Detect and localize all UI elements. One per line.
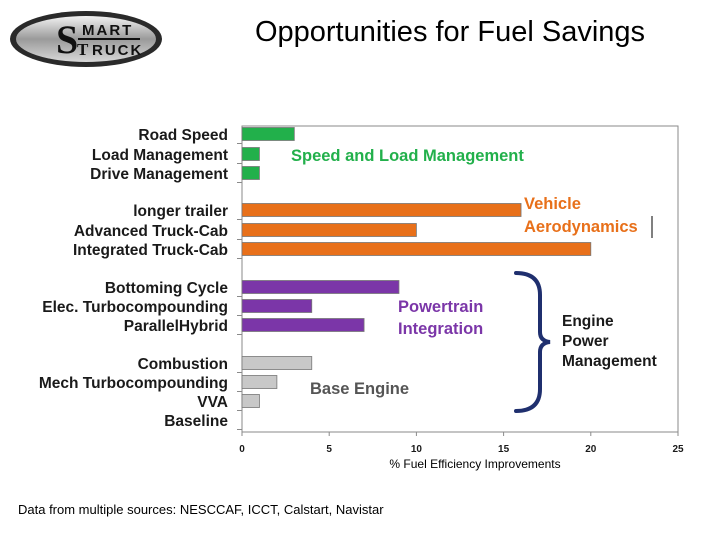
category-label: Baseline: [164, 413, 228, 430]
bar-advanced-truck-cab: [241, 223, 417, 237]
category-label: Combustion: [138, 356, 228, 373]
bar-parallelhybrid: [241, 318, 365, 332]
category-label: ParallelHybrid: [124, 318, 228, 335]
x-tick-label: 25: [672, 444, 684, 455]
bar-load-management: [241, 147, 260, 161]
annotation-vehicle: Vehicle: [524, 195, 581, 213]
category-label: Elec. Turbocompounding: [42, 299, 228, 316]
annotation-aerodynamics: Aerodynamics: [524, 218, 638, 236]
smart-truck-logo: S MART T RUCK: [10, 11, 162, 67]
logo-text-mart: MART: [82, 22, 133, 39]
bar-road-speed: [241, 127, 295, 141]
x-tick-label: 15: [498, 444, 510, 455]
category-label: Integrated Truck-Cab: [73, 242, 228, 259]
x-tick-label: 5: [326, 444, 332, 455]
page-title: Opportunities for Fuel Savings: [254, 16, 646, 48]
annotation-management: Management: [562, 353, 657, 370]
category-label: VVA: [197, 394, 228, 411]
category-label: Drive Management: [90, 166, 228, 183]
fuel-savings-chart: Road Speed Load Management Drive Managemen…: [39, 125, 684, 455]
annotation-engine: Engine: [562, 313, 614, 330]
logo-letter-t: T: [77, 40, 89, 59]
category-label: Bottoming Cycle: [105, 280, 229, 297]
x-tick-label: 10: [411, 444, 423, 455]
bar-integrated-truck-cab: [241, 242, 592, 256]
bar-longer-trailer: [241, 203, 522, 217]
bar-vva: [241, 394, 260, 408]
logo-letter-s: S: [56, 17, 78, 62]
category-label: Mech Turbocompounding: [39, 375, 228, 392]
category-label: Load Management: [92, 147, 228, 164]
x-tick-label: 20: [585, 444, 597, 455]
x-axis-label: % Fuel Efficiency Improvements: [389, 457, 561, 471]
bar-drive-management: [241, 166, 260, 180]
category-label: longer trailer: [133, 203, 228, 220]
bar-bottoming-cycle: [241, 280, 400, 294]
x-tick-label: 0: [239, 444, 245, 455]
annotation-speed-load: Speed and Load Management: [291, 147, 524, 165]
annotation-powertrain: Powertrain: [398, 298, 483, 316]
logo-text-ruck: RUCK: [92, 42, 143, 59]
annotation-power: Power: [562, 333, 609, 350]
source-note: Data from multiple sources: NESCCAF, ICC…: [18, 502, 384, 517]
annotation-base-engine: Base Engine: [310, 380, 409, 398]
logo-divider: [78, 38, 140, 40]
bar-elec-turbocompounding: [241, 299, 313, 313]
category-label: Road Speed: [138, 127, 228, 144]
bar-combustion: [241, 356, 313, 370]
category-label: Advanced Truck-Cab: [74, 223, 228, 240]
bar-mech-turbocompounding: [241, 375, 278, 389]
plot-frame: [241, 125, 679, 433]
annotation-integration: Integration: [398, 320, 483, 338]
brace: [514, 271, 551, 413]
